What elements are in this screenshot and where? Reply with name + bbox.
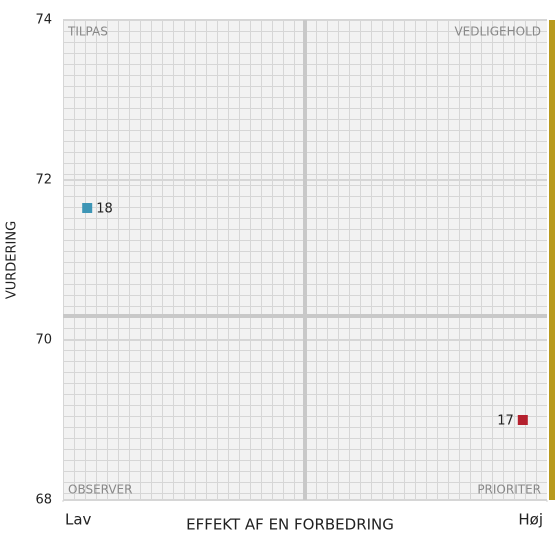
point	[517, 415, 528, 425]
quadrant-label: VEDLIGEHOLD	[454, 25, 541, 39]
y-tick-label: 68	[35, 493, 52, 508]
side-bar	[549, 20, 555, 500]
y-axis-label: VURDERING	[5, 221, 20, 299]
quadrant-label: TILPAS	[67, 25, 108, 39]
point-label: 17	[497, 414, 514, 429]
x-tick-label: Høj	[518, 511, 543, 529]
x-tick-label: Lav	[65, 511, 92, 529]
quadrant-label: PRIORITER	[477, 483, 541, 497]
quadrant-label: OBSERVER	[68, 483, 132, 497]
y-tick-label: 70	[35, 333, 52, 348]
x-axis-label: EFFEKT AF EN FORBEDRING	[186, 516, 394, 534]
y-tick-label: 74	[35, 13, 52, 28]
point-label: 18	[96, 202, 113, 217]
point	[82, 203, 93, 213]
y-tick-label: 72	[35, 173, 52, 188]
